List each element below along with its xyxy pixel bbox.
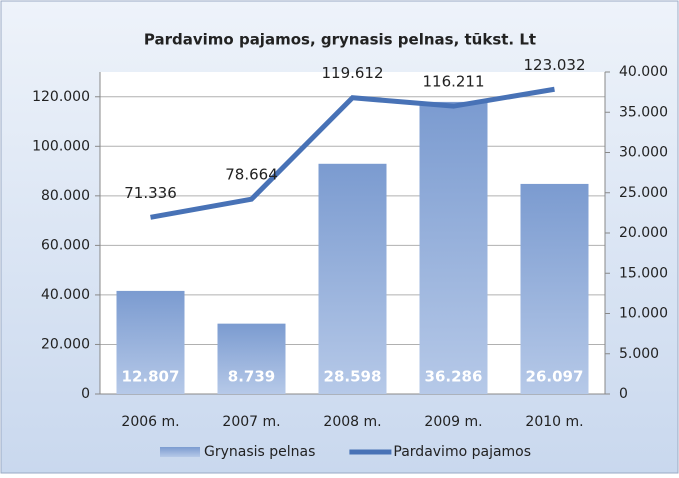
y2-tick-label: 5.000	[619, 346, 659, 362]
y2-tick-label: 25.000	[619, 185, 668, 201]
legend-label: Grynasis pelnas	[204, 444, 315, 460]
bar-value-label: 8.739	[228, 368, 275, 386]
x-tick-label: 2008 m.	[323, 414, 381, 430]
x-tick-label: 2006 m.	[121, 414, 179, 430]
y2-tick-label: 0	[619, 386, 628, 402]
line-value-label: 123.032	[523, 56, 585, 74]
bar	[520, 183, 589, 394]
y2-tick-label: 40.000	[619, 64, 668, 80]
y-tick-label: 100.000	[32, 138, 90, 154]
y-tick-label: 80.000	[41, 188, 90, 204]
x-tick-label: 2009 m.	[424, 414, 482, 430]
bar-value-label: 36.286	[425, 368, 483, 386]
bar	[419, 101, 488, 394]
y2-tick-label: 35.000	[619, 104, 668, 120]
legend-label: Pardavimo pajamos	[393, 444, 531, 460]
bar	[318, 163, 387, 394]
line	[150, 86, 555, 220]
y2-tick-label: 15.000	[619, 265, 668, 281]
y-tick-label: 120.000	[32, 89, 90, 105]
line-value-label: 116.211	[422, 73, 484, 91]
bar	[217, 323, 286, 394]
chart-title: Pardavimo pajamos, grynasis pelnas, tūks…	[144, 31, 536, 49]
y2-tick-label: 20.000	[619, 225, 668, 241]
y-tick-label: 0	[81, 386, 90, 402]
bar	[116, 290, 185, 394]
x-tick-label: 2007 m.	[222, 414, 280, 430]
bar-value-label: 12.807	[122, 368, 180, 386]
bar-value-label: 26.097	[526, 368, 584, 386]
line-value-label: 119.612	[321, 64, 383, 82]
y2-tick-label: 30.000	[619, 145, 668, 161]
line-value-label: 78.664	[225, 166, 278, 184]
y-tick-label: 40.000	[41, 287, 90, 303]
line-value-label: 71.336	[124, 184, 177, 202]
y-tick-label: 60.000	[41, 237, 90, 253]
bar-value-label: 28.598	[324, 368, 382, 386]
x-tick-label: 2010 m.	[525, 414, 583, 430]
legend-swatch	[160, 447, 200, 457]
y2-tick-label: 10.000	[619, 306, 668, 322]
y-tick-label: 20.000	[41, 336, 90, 352]
